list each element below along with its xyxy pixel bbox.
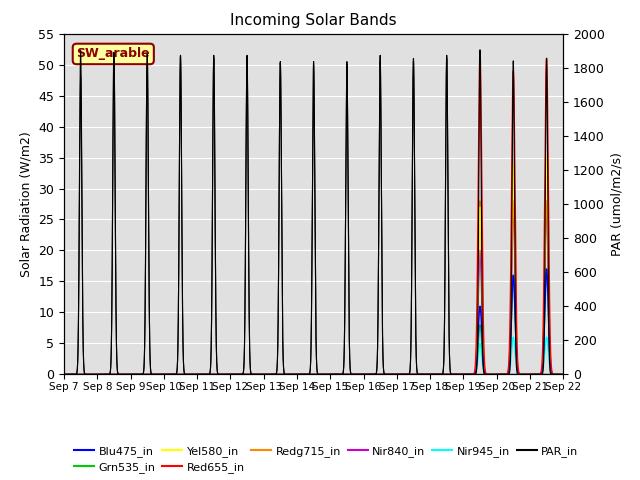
Legend: Blu475_in, Grn535_in, Yel580_in, Red655_in, Redg715_in, Nir840_in, Nir945_in, PA: Blu475_in, Grn535_in, Yel580_in, Red655_…: [70, 441, 582, 478]
Text: SW_arable: SW_arable: [77, 48, 150, 60]
Y-axis label: PAR (umol/m2/s): PAR (umol/m2/s): [611, 152, 623, 256]
Title: Incoming Solar Bands: Incoming Solar Bands: [230, 13, 397, 28]
Y-axis label: Solar Radiation (W/m2): Solar Radiation (W/m2): [20, 131, 33, 277]
